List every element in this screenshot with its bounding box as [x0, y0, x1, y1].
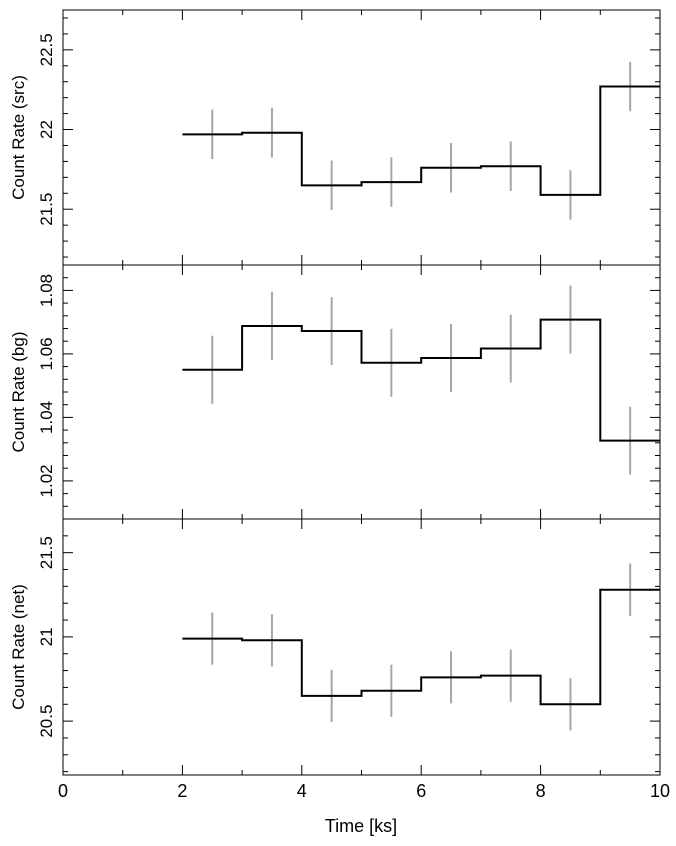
x-tick-label: 6: [416, 781, 426, 801]
x-tick-label: 4: [297, 781, 307, 801]
step-series: [182, 318, 660, 442]
x-axis-label: Time [ks]: [325, 816, 397, 836]
y-axis-label: Count Rate (src): [9, 75, 28, 200]
x-tick-label: 8: [536, 781, 546, 801]
step-series: [182, 588, 660, 706]
y-tick-label: 1.04: [37, 401, 56, 434]
y-tick-label: 1.02: [37, 464, 56, 497]
y-tick-label: 21: [37, 627, 56, 646]
y-tick-label: 22: [37, 120, 56, 139]
panel-2: 1.02 1.04 1.06 1.08 Count Rate (bg): [9, 264, 661, 520]
panel-1: 21.5 22 22.5 Count Rate (src): [9, 9, 661, 266]
panel-frame: [62, 518, 661, 776]
x-tick-label: 2: [177, 781, 187, 801]
x-tick-label: 10: [650, 781, 670, 801]
y-tick-label: 21.5: [37, 193, 56, 226]
y-axis-label: Count Rate (bg): [9, 332, 28, 453]
panel-3: 20.5 21 21.5 Count Rate (net) 0 2 4 6 8 10: [9, 518, 670, 801]
y-tick-label: 1.06: [37, 337, 56, 370]
y-tick-label: 22.5: [37, 33, 56, 66]
y-tick-label: 20.5: [37, 705, 56, 738]
y-tick-label: 21.5: [37, 536, 56, 569]
step-series: [182, 85, 660, 196]
y-axis-label: Count Rate (net): [9, 584, 28, 710]
y-tick-label: 1.08: [37, 274, 56, 307]
x-tick-label: 0: [58, 781, 68, 801]
panel-frame: [62, 9, 661, 266]
